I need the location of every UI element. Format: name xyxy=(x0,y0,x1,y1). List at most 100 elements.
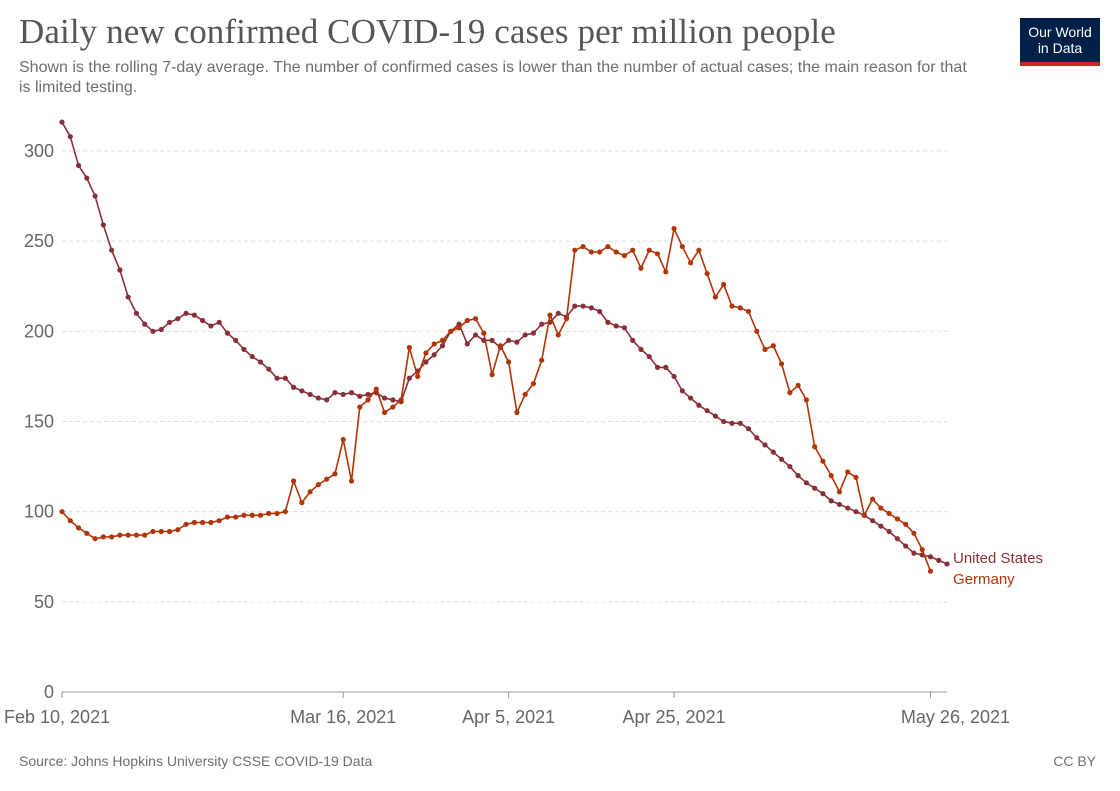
data-point xyxy=(688,260,694,266)
data-point xyxy=(166,528,173,535)
data-point xyxy=(315,395,321,401)
data-point xyxy=(886,510,892,517)
data-point xyxy=(828,498,834,504)
data-point xyxy=(125,294,131,300)
data-point xyxy=(845,469,851,475)
data-point xyxy=(795,473,801,479)
logo-line-2: in Data xyxy=(1037,40,1083,56)
data-point xyxy=(109,247,115,253)
data-point xyxy=(224,330,231,336)
data-point xyxy=(125,532,131,538)
data-point xyxy=(431,341,437,347)
series-lines xyxy=(59,119,950,574)
data-point xyxy=(944,561,950,567)
data-point xyxy=(530,381,537,387)
series-labels: United States Germany xyxy=(953,550,1043,588)
data-point xyxy=(357,404,363,410)
data-point xyxy=(324,476,330,482)
data-point xyxy=(489,337,495,343)
data-point xyxy=(572,247,578,253)
data-point xyxy=(787,390,793,396)
data-point xyxy=(257,359,264,365)
data-point xyxy=(588,249,594,255)
data-point xyxy=(597,308,603,315)
data-point xyxy=(274,375,280,381)
data-point xyxy=(390,397,396,403)
data-point xyxy=(605,319,611,325)
data-point xyxy=(200,519,206,526)
data-point xyxy=(59,119,65,125)
data-point xyxy=(704,408,710,414)
data-point xyxy=(737,305,743,311)
data-point xyxy=(812,444,818,450)
data-point xyxy=(654,364,661,370)
data-point xyxy=(249,353,255,360)
data-point xyxy=(704,271,710,277)
data-point xyxy=(903,521,909,527)
data-point xyxy=(803,397,809,403)
data-point xyxy=(803,480,809,486)
data-point xyxy=(745,426,752,432)
data-point xyxy=(927,568,934,574)
data-point xyxy=(679,243,685,250)
x-tick-label: Feb 10, 2021 xyxy=(4,707,110,727)
data-point xyxy=(100,222,106,228)
data-point xyxy=(456,321,462,327)
data-point xyxy=(712,413,719,419)
data-point xyxy=(497,343,503,349)
data-point xyxy=(274,510,280,517)
data-point xyxy=(373,386,379,392)
x-tick-label: Mar 16, 2021 xyxy=(290,707,396,727)
data-point xyxy=(778,456,785,462)
data-point xyxy=(158,528,164,535)
data-point xyxy=(75,525,82,531)
data-point xyxy=(216,518,222,524)
data-point xyxy=(555,332,561,338)
data-point xyxy=(448,328,454,334)
series-label-germany[interactable]: Germany xyxy=(953,571,1015,588)
data-point xyxy=(696,247,702,253)
source-note[interactable]: Source: Johns Hopkins University CSSE CO… xyxy=(19,753,373,769)
data-point xyxy=(472,332,479,338)
data-point xyxy=(348,478,355,484)
data-point xyxy=(869,496,876,502)
data-point xyxy=(613,323,619,329)
data-point xyxy=(241,512,247,518)
data-point xyxy=(340,436,346,443)
data-point xyxy=(117,267,123,273)
data-point xyxy=(754,328,760,334)
data-point xyxy=(721,418,727,425)
data-point xyxy=(191,312,197,318)
series-label-united-states[interactable]: United States xyxy=(953,550,1043,567)
license-link[interactable]: CC BY xyxy=(1053,753,1096,769)
data-point xyxy=(257,512,264,518)
data-point xyxy=(621,252,628,259)
data-point xyxy=(770,343,776,349)
chart-subtitle: Shown is the rolling 7-day average. The … xyxy=(19,59,967,96)
data-point xyxy=(729,420,735,426)
data-point xyxy=(183,310,189,316)
gridlines xyxy=(62,150,947,603)
data-point xyxy=(522,391,528,398)
data-point xyxy=(464,317,470,324)
data-point xyxy=(183,521,189,527)
data-point xyxy=(936,557,942,563)
data-point xyxy=(133,310,140,316)
data-point xyxy=(861,512,867,518)
owid-logo[interactable]: Our World in Data xyxy=(1020,18,1100,66)
data-point xyxy=(324,397,330,403)
data-point xyxy=(638,346,644,352)
data-point xyxy=(191,519,197,526)
data-point xyxy=(166,319,173,325)
data-point xyxy=(133,532,140,538)
data-point xyxy=(506,359,512,365)
data-point xyxy=(919,546,925,553)
data-point xyxy=(200,317,206,324)
data-point xyxy=(117,532,123,538)
data-point xyxy=(208,323,214,329)
data-point xyxy=(845,505,851,511)
data-point xyxy=(721,281,727,288)
data-point xyxy=(233,337,239,343)
x-tick-label: Apr 5, 2021 xyxy=(462,707,555,727)
data-point xyxy=(67,518,73,524)
